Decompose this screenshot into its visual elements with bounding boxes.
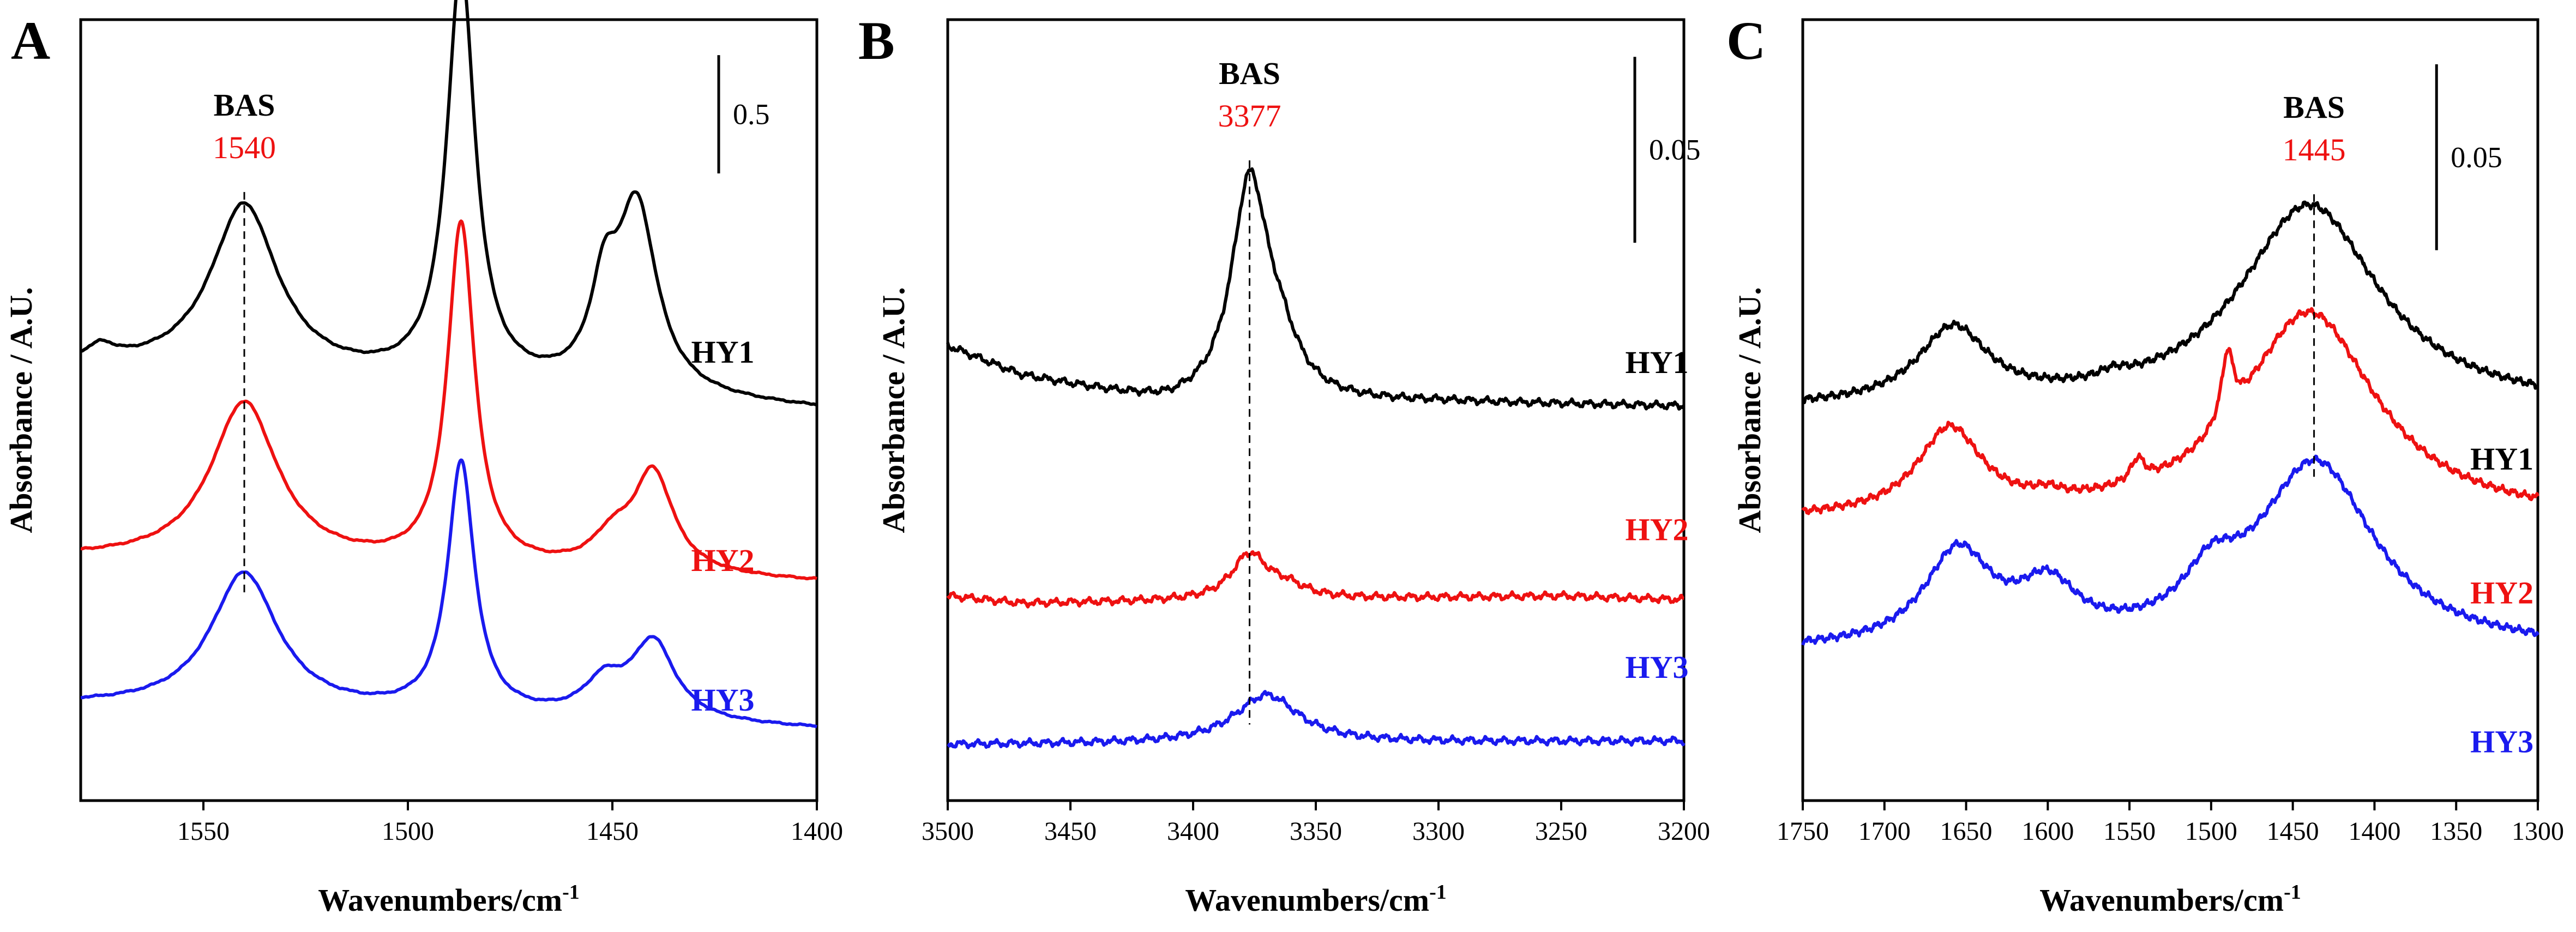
x-tick-label: 1450 [2267,817,2319,846]
x-axis-title: Wavenumbers/cm-1 [2039,881,2301,918]
panel-c: C 1750 1700 1650 1600 1550 1500 1450 1400 1350 130… [1726,10,2564,918]
y-axis-title: Absorbance / A.U. [876,287,911,533]
scale-bar-label: 0.05 [2451,141,2502,173]
series-line-hy1 [946,167,1685,411]
x-axis-title: Wavenumbers/cm-1 [1185,881,1447,918]
series-line-hy3 [947,690,1686,749]
x-axis-title: Wavenumbers/cm-1 [318,881,580,918]
x-tick-label: 3300 [1412,817,1465,846]
x-tick-label: 1500 [382,817,434,846]
panel-letter: C [1726,10,1766,71]
series-label-hy2: HY2 [2470,575,2533,611]
series-label-hy1: HY1 [2470,441,2533,477]
panel-letter: A [11,10,50,71]
series-label-hy2: HY2 [691,543,755,578]
y-axis-title: Absorbance / A.U. [1732,287,1767,533]
series-label-hy3: HY3 [1626,650,1689,685]
x-tick-label: 1400 [791,817,843,846]
x-tick-label: 3200 [1658,817,1710,846]
plot-frame [1801,18,2539,802]
scale-bar-label: 0.05 [1649,134,1701,166]
series-label-hy1: HY1 [1626,345,1689,380]
annotation-title: BAS [1219,56,1280,91]
x-tick-label: 3450 [1044,817,1097,846]
x-tick-label: 1550 [2103,817,2156,846]
x-tick-label: 3350 [1290,817,1342,846]
series-line-hy2 [1801,307,2539,515]
series-label-hy3: HY3 [691,682,755,718]
x-tick-label: 1600 [2021,817,2074,846]
series-line-hy1 [80,0,818,407]
x-tick-label: 3500 [922,817,974,846]
x-tick-label: 1350 [2430,817,2482,846]
x-tick-label: 1450 [586,817,639,846]
series-line-hy1 [1802,200,2539,405]
x-tick-label: 1500 [2185,817,2237,846]
series-line-hy2 [80,219,818,581]
x-tick-label: 1300 [2512,817,2564,846]
series-label-hy1: HY1 [691,334,755,370]
plot-frame [79,18,818,802]
series-label-hy2: HY2 [1626,512,1689,548]
x-tick-label: 3250 [1535,817,1587,846]
series-line-hy3 [80,458,818,729]
annotation-value: 1540 [213,130,276,165]
series-label-hy3: HY3 [2470,724,2533,759]
x-tick-label: 1550 [177,817,230,846]
annotation-title: BAS [2283,89,2345,125]
series-line-hy3 [1801,454,2539,646]
annotation-title: BAS [214,87,275,123]
plot-frame [946,18,1686,802]
panel-a: A 1550 1500 1450 1400 Wavenumbers/cm-1 Absorba… [3,0,843,918]
x-tick-label: 1400 [2348,817,2400,846]
x-tick-label: 1700 [1858,817,1911,846]
x-tick-label: 1750 [1777,817,1829,846]
series-line-hy2 [946,550,1685,609]
x-tick-label: 3400 [1167,817,1219,846]
y-axis-title: Absorbance / A.U. [3,287,39,533]
annotation-value: 3377 [1218,98,1281,134]
panel-b: B 3500 3450 3400 3350 3300 3250 3200 Wavenumbers… [858,10,1710,918]
annotation-value: 1445 [2283,132,2346,167]
panel-letter: B [858,10,895,71]
scale-bar-label: 0.5 [733,98,770,131]
x-tick-label: 1650 [1940,817,1993,846]
